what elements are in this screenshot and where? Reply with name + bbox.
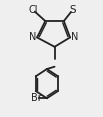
Text: Cl: Cl xyxy=(28,5,38,15)
Text: N: N xyxy=(71,32,78,42)
Text: Br: Br xyxy=(31,93,42,103)
Text: N: N xyxy=(29,32,36,42)
Text: S: S xyxy=(69,5,76,15)
